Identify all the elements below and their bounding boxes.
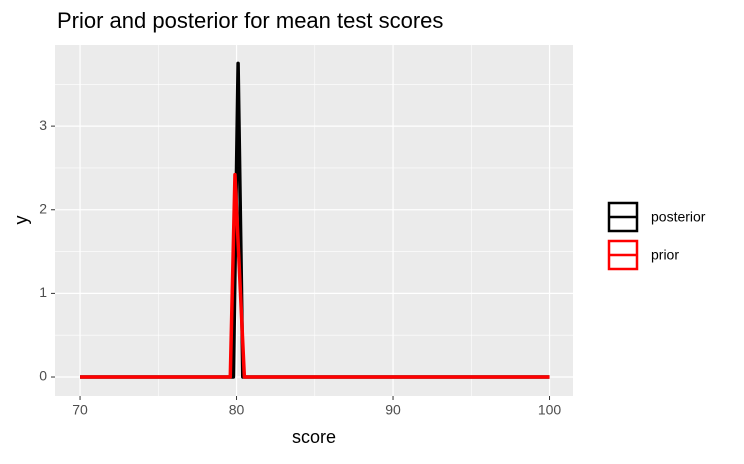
y-tick-label: 3 [39,117,47,133]
panel [55,45,573,396]
x-tick-label: 70 [72,402,88,418]
y-tick-label: 2 [39,200,47,216]
x-tick-label: 80 [229,402,245,418]
x-tick-label: 100 [538,402,562,418]
x-tick-label: 90 [385,402,401,418]
y-tick-label: 1 [39,284,47,300]
legend-label: posterior [651,209,706,225]
y-tick-label: 0 [39,368,47,384]
chart-title: Prior and posterior for mean test scores [57,8,443,33]
line [80,172,550,379]
y-axis-label: y [11,216,31,225]
legend-label: prior [651,247,679,263]
x-axis-label: score [292,427,336,447]
